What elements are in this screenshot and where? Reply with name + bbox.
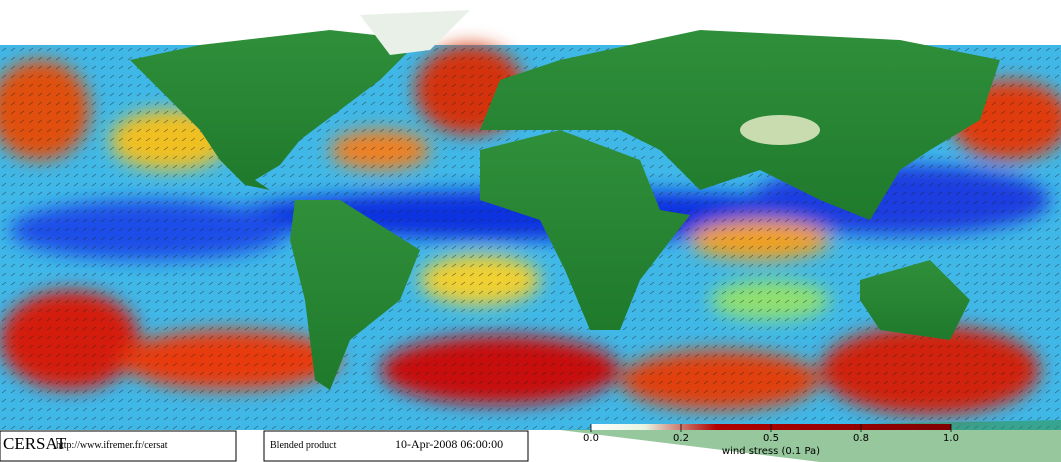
- footer-box: [263, 430, 529, 462]
- colorbar-tick-label: 0.5: [763, 433, 779, 444]
- colorbar-tick-label: 0.2: [673, 433, 689, 444]
- colorbar-label: wind stress (0.1 Pa): [722, 446, 820, 457]
- product: Blended product: [270, 440, 337, 451]
- land: [130, 10, 1000, 390]
- colorbar-tick-label: 0.0: [583, 433, 599, 444]
- colorbar-tick-label: 1.0: [943, 433, 959, 444]
- url: http://www.ifremer.fr/cersat: [56, 440, 168, 451]
- logo: CERSAT: [3, 434, 67, 453]
- antarctica: [560, 420, 1061, 462]
- footer-box: [0, 430, 237, 462]
- date: 10-Apr-2008 06:00:00: [395, 437, 503, 451]
- colorbar-tick-label: 0.8: [853, 433, 869, 444]
- colorbar: wind stress (0.1 Pa) 0.0 0.2 0.5 0.8 1.0: [583, 424, 959, 457]
